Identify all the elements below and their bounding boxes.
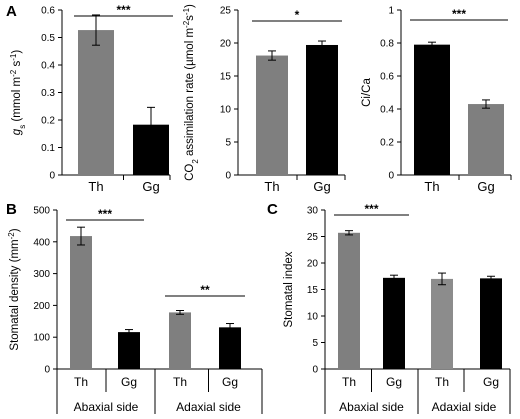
y-tick-label: 0 <box>388 171 394 182</box>
y-tick-label: 20 <box>220 39 232 50</box>
y-tick-label: 0 <box>44 365 50 376</box>
significance-label: *** <box>98 207 112 221</box>
significance-label: *** <box>364 202 378 216</box>
y-tick-label: 20 <box>307 259 319 270</box>
y-axis-label: gs (mmol m-2 s-1) <box>9 50 27 136</box>
y-tick-label: 5 <box>225 138 231 149</box>
x-category-label: Th <box>424 179 439 194</box>
y-tick-label: 10 <box>307 312 319 323</box>
chart-panel-5: C 0 5 10 15 20 25 30 Th Gg Th Gg Abaxial side Adaxial… <box>267 201 511 414</box>
bar <box>169 312 191 369</box>
x-group-label: Adaxial side <box>176 400 241 414</box>
y-tick-label: 0 <box>49 171 55 182</box>
y-tick-label: 0.2 <box>380 138 394 149</box>
significance-label: *** <box>116 3 130 17</box>
x-group-label: Adaxial side <box>432 400 497 414</box>
bar <box>338 232 360 369</box>
x-category-label: Th <box>173 375 187 389</box>
bar <box>383 277 405 369</box>
x-category-label: Th <box>342 375 356 389</box>
y-axis-label: Stomatal density (mm-2) <box>7 228 22 350</box>
y-axis-label: CO2 assimilation rate (µmol m-2s-1) <box>182 4 200 181</box>
x-category-label: Gg <box>222 375 238 389</box>
y-tick-label: 10 <box>220 105 232 116</box>
y-tick-label: 30 <box>307 206 319 217</box>
x-category-label: Gg <box>142 179 159 194</box>
x-category-label: Gg <box>386 375 402 389</box>
y-tick-label: 0 <box>225 171 231 182</box>
y-tick-label: 0.4 <box>41 61 55 72</box>
y-tick-label: 0.2 <box>41 116 55 127</box>
bar <box>78 30 114 176</box>
significance-label: ** <box>200 283 210 297</box>
y-tick-label: 5 <box>312 338 318 349</box>
bar <box>118 332 140 369</box>
panel-letter: B <box>6 201 17 218</box>
x-category-label: Th <box>264 179 279 194</box>
y-axis-label: Stomatal index <box>283 251 295 327</box>
y-tick-label: 0 <box>312 365 318 376</box>
y-tick-label: 0.6 <box>41 6 55 17</box>
x-category-label: Th <box>88 179 103 194</box>
y-axis-label: Ci/Ca <box>361 78 373 107</box>
y-tick-label: 1 <box>388 6 394 17</box>
y-tick-label: 0.1 <box>41 143 55 154</box>
bar <box>70 236 92 369</box>
x-category-label: Th <box>435 375 449 389</box>
x-category-label: Gg <box>313 179 330 194</box>
panel-letter: C <box>267 201 278 218</box>
significance-label: * <box>295 8 300 22</box>
y-tick-label: 400 <box>33 237 50 248</box>
panel-letter: A <box>6 3 17 20</box>
chart-panel-4: B 0 100 200 300 400 500 Th Gg Th Gg Abaxial side Ada… <box>6 201 263 414</box>
significance-label: *** <box>452 7 466 21</box>
y-tick-label: 0.6 <box>380 72 394 83</box>
bar <box>306 44 338 176</box>
y-tick-label: 100 <box>33 333 50 344</box>
x-category-label: Gg <box>477 179 494 194</box>
bar <box>219 327 241 369</box>
x-group-label: Abaxial side <box>339 400 404 414</box>
bar <box>414 44 450 176</box>
chart-panel-3: 0 0.2 0.4 0.6 0.8 1 Th Gg *** Ci/Ca <box>361 6 512 194</box>
bar <box>431 278 453 369</box>
x-category-label: Gg <box>483 375 499 389</box>
chart-panel-2: 0 5 10 15 20 25 Th Gg * CO2 assimilation rate (µm… <box>182 4 346 194</box>
y-tick-label: 0.4 <box>380 105 394 116</box>
x-category-label: Gg <box>121 375 137 389</box>
y-tick-label: 15 <box>307 285 319 296</box>
y-tick-label: 300 <box>33 269 50 280</box>
bar <box>256 55 288 175</box>
y-tick-label: 0.8 <box>380 39 394 50</box>
chart-panel-1: A 0 0.1 0.2 0.3 0.4 0.5 0.6 Th Gg *** gs (mmol m-2 … <box>6 3 173 194</box>
y-tick-label: 0.5 <box>41 33 55 44</box>
y-tick-label: 200 <box>33 301 50 312</box>
x-category-label: Th <box>74 375 88 389</box>
y-tick-label: 25 <box>307 232 319 243</box>
y-tick-label: 500 <box>33 206 50 217</box>
bar <box>468 104 504 175</box>
x-group-label: Abaxial side <box>74 400 139 414</box>
bar <box>480 278 502 369</box>
y-tick-label: 15 <box>220 72 232 83</box>
y-tick-label: 0.3 <box>41 88 55 99</box>
y-tick-label: 25 <box>220 6 232 17</box>
